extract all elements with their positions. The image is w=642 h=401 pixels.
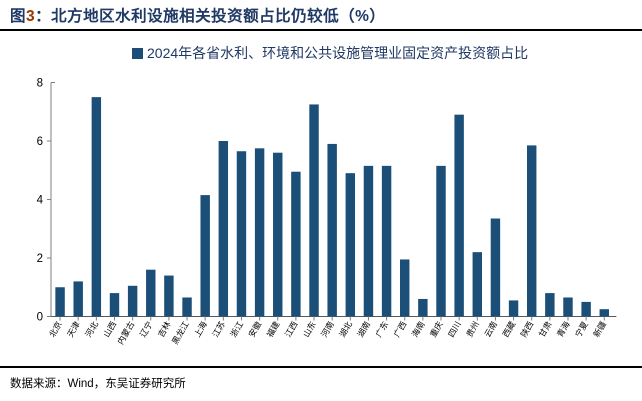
svg-text:云南: 云南 (482, 319, 499, 338)
svg-text:6: 6 (37, 136, 43, 148)
svg-text:湖南: 湖南 (355, 319, 372, 338)
svg-text:2: 2 (37, 253, 43, 265)
svg-text:吉林: 吉林 (156, 318, 173, 338)
svg-text:黑龙江: 黑龙江 (170, 319, 191, 346)
svg-text:北京: 北京 (47, 319, 64, 338)
svg-text:内蒙古: 内蒙古 (115, 319, 136, 346)
svg-text:陕西: 陕西 (518, 319, 535, 338)
svg-text:上海: 上海 (192, 319, 209, 338)
svg-text:贵州: 贵州 (464, 319, 481, 338)
svg-text:青海: 青海 (555, 319, 572, 338)
svg-text:天津: 天津 (65, 319, 82, 338)
svg-text:重庆: 重庆 (428, 319, 445, 338)
svg-text:山西: 山西 (101, 319, 118, 338)
svg-text:0: 0 (37, 311, 43, 323)
svg-text:4: 4 (37, 194, 44, 206)
svg-text:湖北: 湖北 (337, 318, 354, 338)
svg-text:新疆: 新疆 (591, 319, 608, 338)
svg-text:山东: 山东 (301, 319, 318, 338)
svg-text:河北: 河北 (83, 318, 100, 338)
svg-text:西藏: 西藏 (500, 318, 517, 338)
svg-text:江苏: 江苏 (210, 319, 227, 338)
svg-text:8: 8 (37, 77, 43, 89)
svg-text:辽宁: 辽宁 (138, 319, 155, 338)
svg-text:江西: 江西 (283, 319, 300, 338)
svg-text:浙江: 浙江 (228, 319, 245, 338)
svg-text:甘肃: 甘肃 (537, 319, 554, 338)
svg-text:广东: 广东 (373, 319, 390, 338)
svg-text:四川: 四川 (446, 319, 463, 338)
svg-text:海南: 海南 (410, 319, 427, 338)
svg-text:安徽: 安徽 (246, 318, 263, 338)
svg-text:广西: 广西 (391, 319, 408, 338)
svg-text:福建: 福建 (265, 319, 282, 338)
svg-text:宁夏: 宁夏 (573, 318, 590, 338)
svg-text:河南: 河南 (319, 319, 336, 338)
